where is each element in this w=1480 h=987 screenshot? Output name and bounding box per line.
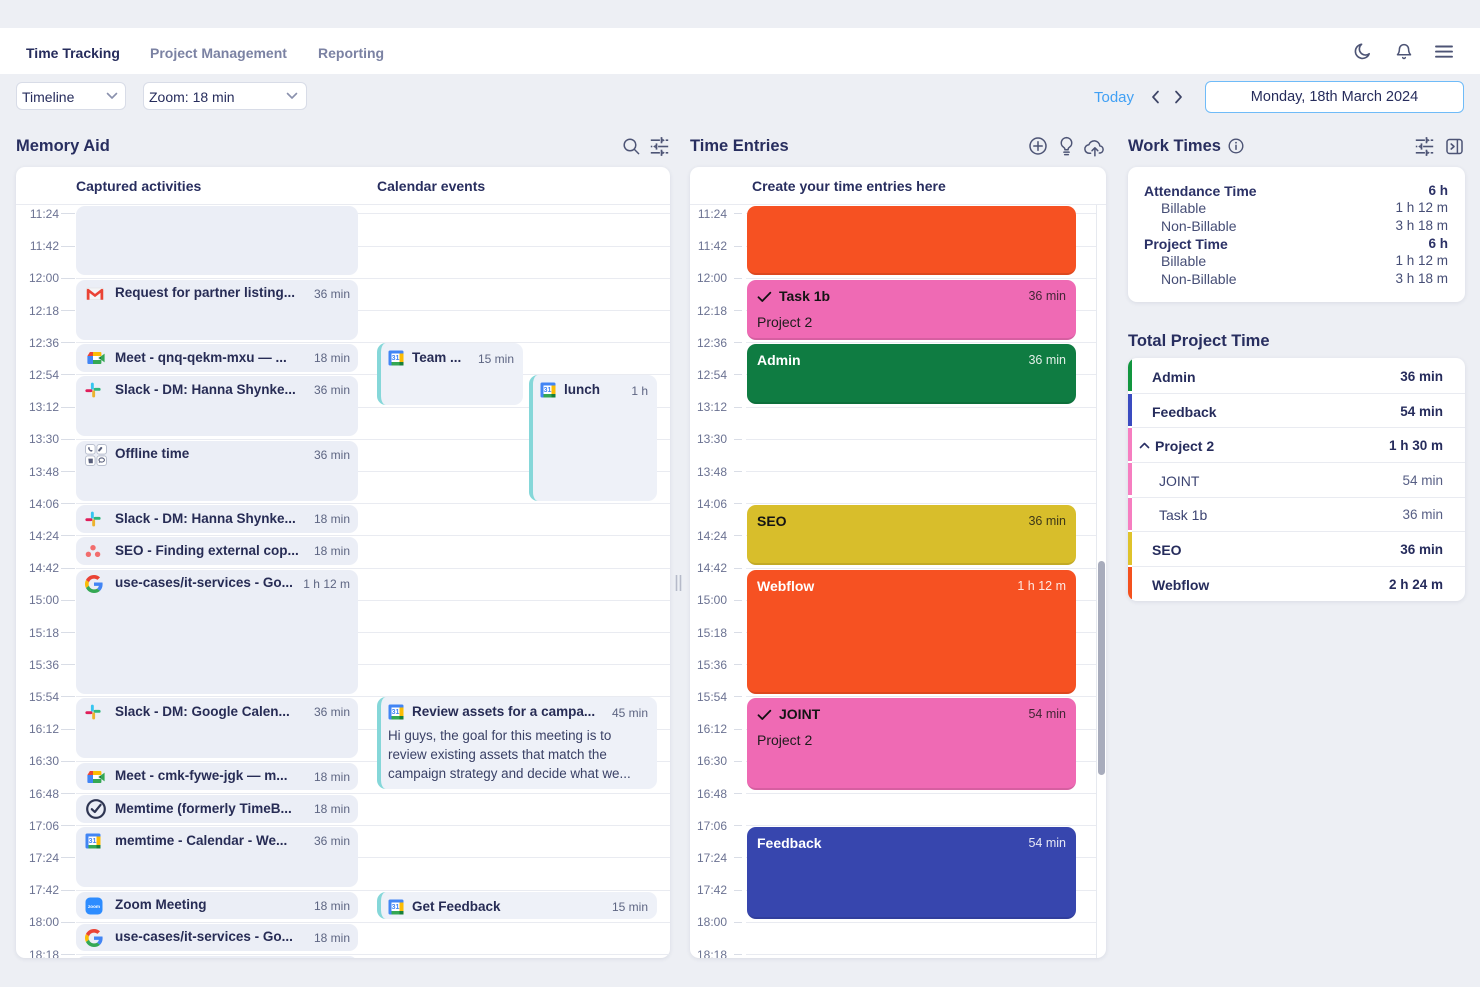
- svg-text:31: 31: [89, 838, 97, 845]
- svg-text:31: 31: [392, 710, 400, 717]
- svg-text:31: 31: [392, 355, 400, 362]
- svg-text:zoom: zoom: [88, 903, 100, 908]
- svg-text:31: 31: [544, 388, 552, 395]
- svg-text:31: 31: [392, 904, 400, 911]
